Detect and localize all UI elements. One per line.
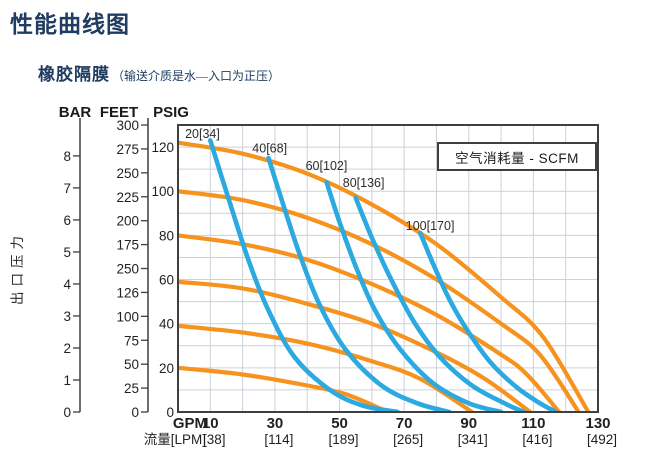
svg-text:[492]: [492] (587, 432, 617, 447)
svg-text:225: 225 (116, 190, 139, 205)
performance-curve-1 (178, 140, 591, 412)
svg-text:30: 30 (267, 415, 284, 432)
svg-text:250: 250 (116, 262, 139, 277)
svg-text:50: 50 (331, 415, 348, 432)
curve-labels: 20[34] 40[68] 60[102] 80[136] 100[170] (185, 127, 454, 233)
svg-text:[114]: [114] (264, 432, 293, 447)
bar-axis-header: BAR (58, 104, 92, 121)
air-curve-20[34] (208, 138, 400, 412)
air-curve-40[68] (266, 155, 452, 412)
svg-text:275: 275 (116, 142, 139, 157)
air-curve-100[170] (418, 230, 559, 412)
svg-text:2: 2 (63, 341, 71, 356)
diaphragm-subtitle: 橡胶隔膜 （输送介质是水—入口为正压） (38, 60, 280, 85)
svg-text:175: 175 (116, 238, 139, 253)
plot-border (177, 124, 599, 413)
svg-text:130: 130 (585, 415, 610, 432)
svg-text:200: 200 (116, 214, 139, 229)
svg-text:20: 20 (159, 361, 174, 376)
axis-labels: 8765432103002752502252001752501261007550… (63, 118, 174, 420)
svg-text:250: 250 (116, 166, 139, 181)
svg-text:120: 120 (151, 140, 174, 155)
svg-text:7: 7 (63, 181, 71, 196)
svg-text:0: 0 (63, 405, 71, 420)
svg-text:50: 50 (124, 357, 139, 372)
svg-text:GPM: GPM (173, 415, 207, 432)
svg-text:5: 5 (63, 245, 71, 260)
svg-text:10: 10 (202, 415, 219, 432)
svg-text:6: 6 (63, 213, 71, 228)
svg-text:100: 100 (151, 184, 174, 199)
svg-text:25: 25 (124, 381, 139, 396)
chart-legend-label: 空气消耗量 - SCFM (455, 150, 579, 166)
svg-text:[341]: [341] (458, 432, 488, 447)
performance-curve-4 (178, 279, 533, 412)
page-title: 性能曲线图 (10, 12, 130, 37)
svg-text:4: 4 (63, 277, 71, 292)
svg-text:75: 75 (124, 333, 139, 348)
chart-legend: 空气消耗量 - SCFM (437, 142, 597, 171)
svg-text:60: 60 (159, 273, 174, 288)
svg-text:40: 40 (159, 317, 174, 332)
svg-text:126: 126 (116, 285, 139, 300)
left-axes (73, 118, 149, 413)
svg-text:[38]: [38] (203, 432, 226, 447)
svg-text:3: 3 (63, 309, 71, 324)
svg-text:20[34]: 20[34] (185, 127, 220, 141)
svg-text:0: 0 (166, 405, 174, 420)
svg-text:80: 80 (159, 228, 174, 243)
curves (178, 138, 591, 412)
performance-curve-6 (178, 365, 391, 412)
svg-text:8: 8 (63, 149, 71, 164)
feet-axis-header: FEET (99, 104, 139, 121)
x-axis-lpm-row: 流量[LPM][38] [114] [189] [265] [341] [416] [492… (144, 432, 617, 447)
performance-curve-2 (178, 189, 581, 412)
svg-text:[189]: [189] (329, 432, 359, 447)
svg-text:0: 0 (131, 405, 139, 420)
diaphragm-note: （输送介质是水—入口为正压） (112, 69, 281, 83)
svg-text:40[68]: 40[68] (252, 142, 287, 156)
air-curve-80[136] (353, 195, 526, 412)
diaphragm-label: 橡胶隔膜 (38, 65, 110, 84)
svg-text:[416]: [416] (522, 432, 552, 447)
svg-text:[265]: [265] (393, 432, 423, 447)
svg-text:110: 110 (521, 415, 545, 432)
svg-text:90: 90 (460, 415, 477, 432)
svg-text:60[102]: 60[102] (306, 159, 348, 173)
svg-text:100[170]: 100[170] (406, 219, 455, 233)
psig-axis-header: PSIG (153, 104, 189, 121)
svg-text:1: 1 (63, 373, 71, 388)
svg-text:70: 70 (396, 415, 413, 432)
svg-text:80[136]: 80[136] (343, 176, 385, 190)
svg-text:流量[LPM]: 流量[LPM] (144, 432, 206, 447)
svg-text:100: 100 (116, 309, 139, 324)
air-curve-60[102] (324, 180, 504, 412)
svg-text:300: 300 (116, 118, 139, 133)
performance-curve-5 (178, 323, 475, 412)
